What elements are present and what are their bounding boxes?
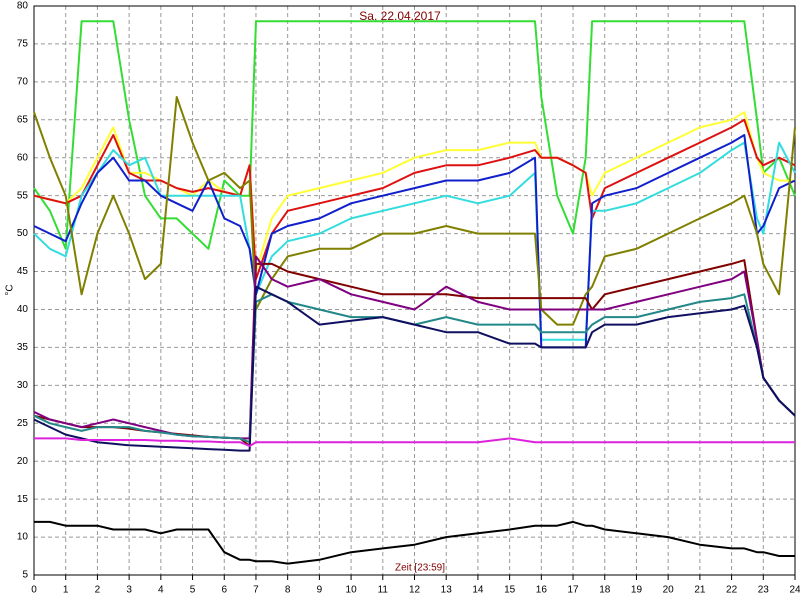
x-tick-label: 20 <box>663 585 675 596</box>
x-tick-label: 6 <box>221 585 227 596</box>
y-tick-label: 80 <box>17 1 29 12</box>
series-line <box>33 118 796 281</box>
x-tick-label: 8 <box>285 585 291 596</box>
y-tick-label: 30 <box>17 380 29 391</box>
y-tick-label: 70 <box>17 77 29 88</box>
plot-frame <box>33 5 796 576</box>
x-tick-label: 1 <box>63 585 69 596</box>
x-tick-label: 18 <box>599 585 611 596</box>
y-tick-label: 75 <box>17 39 29 50</box>
x-tick-label: 2 <box>95 585 101 596</box>
y-tick-label: 50 <box>17 228 29 239</box>
y-tick-label: 65 <box>17 114 29 125</box>
series-line <box>34 437 795 447</box>
y-tick-label: 5 <box>22 570 28 581</box>
series-line <box>33 96 796 326</box>
series-line <box>34 520 795 565</box>
series-line <box>33 255 796 440</box>
series-line <box>33 111 795 273</box>
x-axis-label: Zeit [23:59] <box>395 563 445 574</box>
x-tick-label: 7 <box>253 585 259 596</box>
x-tick-label: 16 <box>536 585 548 596</box>
x-tick-label: 5 <box>190 585 196 596</box>
x-tick-label: 4 <box>158 585 164 596</box>
y-tick-label: 55 <box>17 190 29 201</box>
x-tick-label: 22 <box>726 585 738 596</box>
y-tick-label: 40 <box>17 304 29 315</box>
x-tick-label: 23 <box>758 585 770 596</box>
x-tick-label: 3 <box>126 585 132 596</box>
x-tick-label: 14 <box>472 585 484 596</box>
y-tick-label: 20 <box>17 456 29 467</box>
series-line <box>33 20 796 250</box>
series-line <box>33 285 796 452</box>
x-tick-label: 9 <box>317 585 323 596</box>
x-tick-label: 19 <box>631 585 643 596</box>
x-tick-label: 11 <box>378 585 389 596</box>
x-tick-label: 21 <box>694 585 706 596</box>
y-tick-label: 10 <box>17 532 29 543</box>
x-tick-label: 12 <box>409 585 421 596</box>
chart-title: Sa, 22.04.2017 <box>359 9 441 23</box>
y-tick-label: 15 <box>17 494 29 505</box>
x-tick-label: 0 <box>31 585 37 596</box>
x-tick-label: 10 <box>346 585 358 596</box>
series-line <box>33 141 796 341</box>
x-tick-label: 15 <box>504 585 516 596</box>
y-tick-label: 45 <box>17 266 29 277</box>
x-tick-label: 17 <box>567 585 579 596</box>
series-line <box>33 134 796 349</box>
y-tick-label: 25 <box>17 418 29 429</box>
y-tick-label: 60 <box>17 152 29 163</box>
x-tick-label: 24 <box>789 585 800 596</box>
y-tick-label: 35 <box>17 342 29 353</box>
y-axis-label: °C <box>5 284 16 295</box>
x-tick-label: 13 <box>441 585 453 596</box>
